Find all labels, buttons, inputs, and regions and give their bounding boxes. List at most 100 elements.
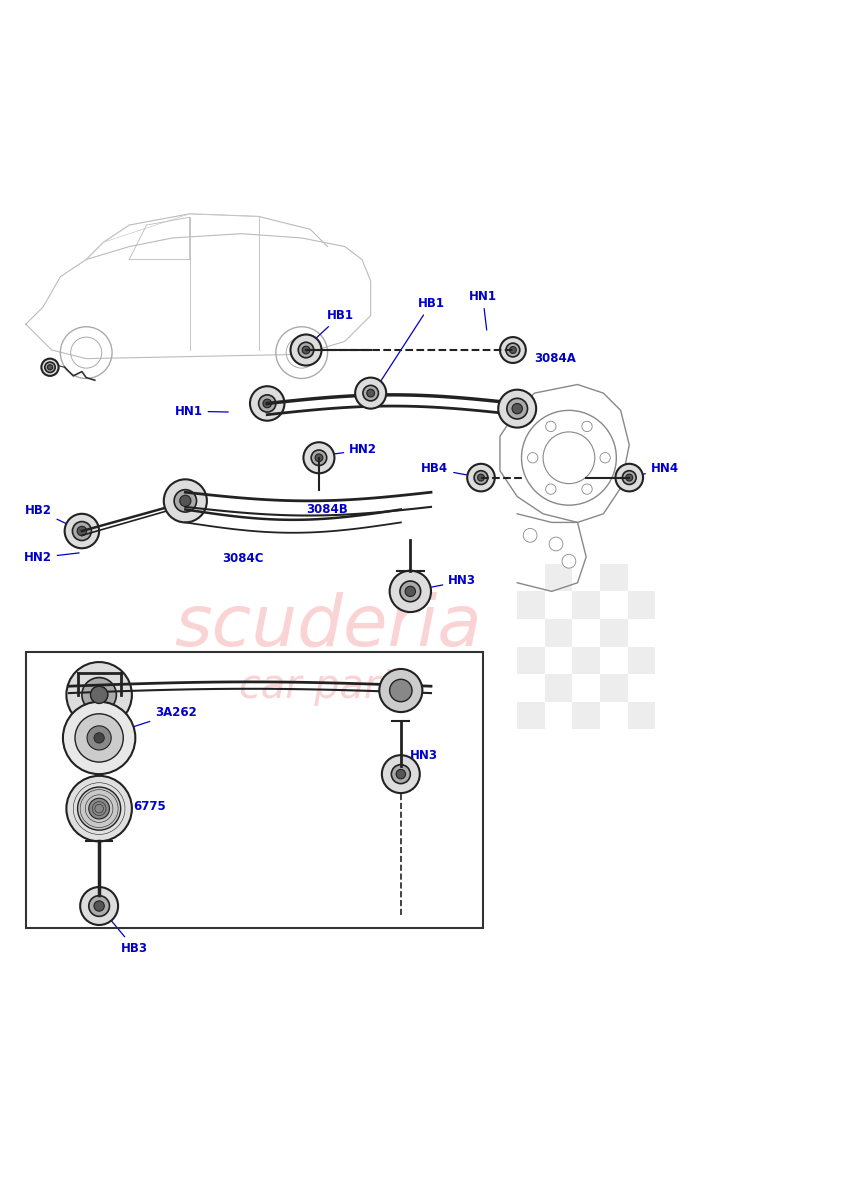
Circle shape — [66, 776, 132, 841]
Bar — [26, 652, 482, 928]
Circle shape — [545, 484, 555, 494]
Circle shape — [499, 337, 525, 362]
Circle shape — [45, 362, 55, 372]
Text: HB4: HB4 — [421, 462, 478, 478]
Circle shape — [467, 464, 494, 491]
Circle shape — [505, 343, 519, 356]
Text: HB2: HB2 — [25, 504, 79, 530]
Bar — [599, 674, 627, 702]
Text: car parts: car parts — [238, 667, 416, 706]
Circle shape — [523, 528, 536, 542]
Circle shape — [625, 474, 632, 481]
Text: HB1: HB1 — [375, 296, 444, 389]
Circle shape — [65, 514, 99, 548]
Bar — [627, 592, 654, 619]
Circle shape — [405, 587, 415, 596]
Circle shape — [581, 421, 592, 432]
Circle shape — [179, 496, 191, 506]
Circle shape — [506, 398, 527, 419]
Circle shape — [400, 581, 420, 601]
Circle shape — [77, 527, 86, 535]
Circle shape — [80, 887, 118, 925]
Circle shape — [63, 702, 135, 774]
Bar — [599, 647, 627, 674]
Bar — [599, 592, 627, 619]
Circle shape — [379, 668, 422, 712]
Text: HN2: HN2 — [24, 551, 79, 564]
Circle shape — [303, 443, 334, 473]
Text: 3084A: 3084A — [534, 352, 576, 365]
Bar — [627, 702, 654, 730]
Text: HN4: HN4 — [631, 462, 678, 476]
Circle shape — [301, 346, 309, 354]
Bar — [517, 619, 544, 647]
Circle shape — [477, 474, 484, 481]
Circle shape — [599, 452, 610, 463]
Bar — [572, 647, 599, 674]
Circle shape — [77, 787, 121, 830]
Bar — [627, 619, 654, 647]
Circle shape — [389, 679, 412, 702]
Circle shape — [355, 378, 386, 409]
Circle shape — [314, 454, 322, 462]
Text: HN3: HN3 — [412, 575, 475, 590]
Text: 6775: 6775 — [102, 800, 166, 814]
Circle shape — [561, 554, 575, 568]
Circle shape — [164, 479, 207, 522]
Text: HN1: HN1 — [468, 290, 496, 330]
Circle shape — [94, 901, 104, 911]
Bar — [627, 674, 654, 702]
Bar — [544, 564, 572, 592]
Bar — [544, 592, 572, 619]
Bar — [572, 674, 599, 702]
Circle shape — [250, 386, 284, 421]
Circle shape — [509, 347, 516, 354]
Bar — [599, 564, 627, 592]
Bar — [572, 702, 599, 730]
Bar — [599, 619, 627, 647]
Text: 3084C: 3084C — [222, 552, 263, 565]
Circle shape — [581, 484, 592, 494]
Circle shape — [72, 522, 91, 540]
Bar — [544, 674, 572, 702]
Circle shape — [474, 470, 487, 485]
Bar — [517, 564, 544, 592]
Bar — [627, 564, 654, 592]
Circle shape — [311, 450, 326, 466]
Text: HB1: HB1 — [307, 308, 354, 346]
Bar — [572, 592, 599, 619]
Bar — [517, 592, 544, 619]
Circle shape — [75, 714, 123, 762]
Circle shape — [66, 662, 132, 727]
Circle shape — [82, 678, 116, 712]
Circle shape — [258, 395, 276, 412]
Bar — [599, 702, 627, 730]
Circle shape — [545, 421, 555, 432]
Circle shape — [47, 365, 53, 370]
Circle shape — [391, 764, 410, 784]
Circle shape — [366, 389, 374, 397]
Circle shape — [527, 452, 537, 463]
Circle shape — [90, 686, 108, 703]
Text: HB3: HB3 — [101, 908, 147, 955]
Circle shape — [615, 464, 642, 491]
Circle shape — [548, 538, 562, 551]
Circle shape — [87, 726, 111, 750]
Circle shape — [396, 769, 405, 779]
Text: HN3: HN3 — [403, 750, 437, 773]
Circle shape — [381, 755, 419, 793]
Circle shape — [94, 733, 104, 743]
Bar — [572, 619, 599, 647]
Bar — [572, 564, 599, 592]
Circle shape — [498, 390, 536, 427]
Bar — [517, 702, 544, 730]
Circle shape — [41, 359, 59, 376]
Text: HN2: HN2 — [321, 444, 376, 456]
Circle shape — [389, 571, 430, 612]
Bar — [627, 647, 654, 674]
Circle shape — [362, 385, 378, 401]
Circle shape — [89, 895, 109, 917]
Bar — [544, 647, 572, 674]
Circle shape — [622, 470, 635, 485]
Text: 3A262: 3A262 — [102, 707, 196, 737]
